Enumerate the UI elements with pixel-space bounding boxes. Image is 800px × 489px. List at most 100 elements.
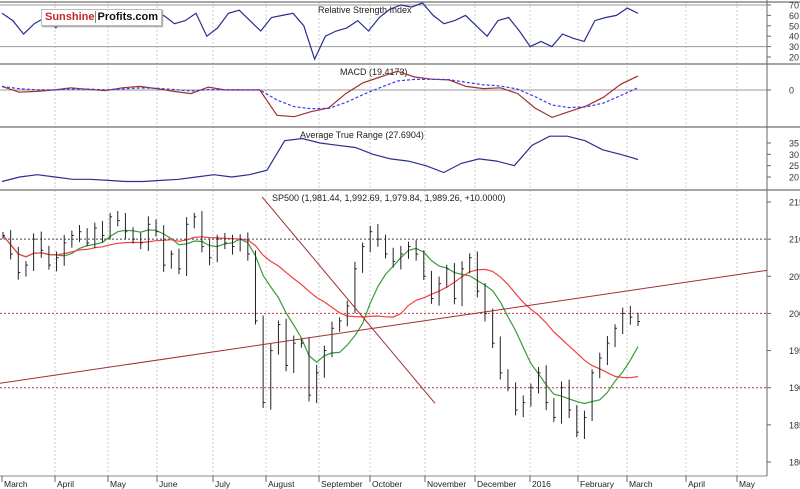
- x-axis-label: February: [580, 479, 615, 489]
- y-tick-label: 2050: [789, 272, 800, 282]
- x-axis-label: May: [739, 479, 756, 489]
- price-bar: [591, 369, 595, 421]
- price-bar: [583, 410, 587, 439]
- price-bar: [415, 239, 419, 261]
- price-bar: [346, 300, 350, 327]
- price-bar: [163, 225, 166, 272]
- price-bar: [270, 343, 273, 410]
- price-bar: [178, 248, 181, 275]
- sunshine-profits-logo: Sunshine Profits.com: [41, 9, 163, 26]
- price-bar: [461, 261, 465, 307]
- price-bar: [407, 241, 411, 259]
- price-bar: [369, 225, 373, 253]
- price-bar: [476, 251, 480, 298]
- x-axis-label: June: [159, 479, 178, 489]
- price-bar: [515, 382, 518, 416]
- price-bar: [132, 227, 136, 244]
- price-bar: [209, 238, 212, 266]
- price-bar: [438, 276, 442, 306]
- price-bar: [101, 220, 105, 243]
- price-bar: [629, 305, 633, 325]
- x-axis-label: August: [268, 479, 295, 489]
- panel-title: SP500 (1,981.44, 1,992.69, 1,979.84, 1,9…: [272, 193, 505, 203]
- price-bar: [224, 232, 227, 250]
- y-tick-label: 1800: [789, 458, 800, 468]
- y-tick-label: 30: [789, 42, 799, 52]
- price-bar: [499, 336, 503, 380]
- price-bar: [79, 225, 82, 243]
- x-axis-label: May: [110, 479, 127, 489]
- resistance-trendline: [261, 196, 436, 404]
- price-bar: [446, 264, 449, 288]
- price-bar: [637, 312, 640, 327]
- price-bar: [33, 233, 36, 271]
- price-bar: [56, 251, 59, 272]
- macd-line: [1, 70, 639, 119]
- price-bar: [10, 230, 13, 260]
- price-bar: [186, 217, 189, 276]
- price-bar: [538, 367, 541, 394]
- price-bar: [316, 364, 319, 404]
- y-tick-label: 40: [789, 32, 799, 42]
- price-bar: [247, 232, 250, 261]
- price-bar: [277, 320, 281, 355]
- price-bar: [262, 315, 266, 408]
- price-bar: [193, 212, 197, 229]
- price-bar: [201, 211, 204, 253]
- panel-title: Relative Strength Index: [318, 5, 412, 15]
- x-axis-label: March: [629, 479, 653, 489]
- price-bar: [385, 234, 388, 259]
- logo-part2: Profits.com: [94, 11, 159, 23]
- price-bar: [354, 261, 357, 314]
- price-bar: [576, 405, 579, 438]
- price-bar: [430, 270, 434, 304]
- price-bar: [469, 253, 472, 274]
- price-bar: [614, 324, 618, 348]
- x-axis-label: November: [427, 479, 466, 489]
- price-bar: [522, 395, 526, 418]
- y-tick-label: 2100: [789, 235, 800, 245]
- y-tick-label: 1950: [789, 346, 800, 356]
- y-tick-label: 20: [789, 53, 799, 63]
- price-bar: [25, 261, 28, 277]
- price-bar: [170, 250, 174, 269]
- y-tick-label: 20: [789, 173, 799, 183]
- price-bar: [323, 345, 327, 378]
- price-bar: [377, 224, 380, 247]
- atr-line: [1, 135, 639, 183]
- y-tick-label: 0: [789, 86, 794, 96]
- x-axis-label: March: [4, 479, 28, 489]
- price-bar: [48, 245, 51, 270]
- y-tick-label: 35: [789, 139, 799, 149]
- price-bar: [339, 317, 342, 332]
- price-bar: [285, 318, 289, 372]
- y-tick-label: 1850: [789, 420, 800, 430]
- y-tick-label: 50: [789, 21, 799, 31]
- price-bar: [109, 212, 113, 240]
- price-bar: [560, 381, 564, 424]
- short-moving-average: [2, 229, 639, 405]
- price-bar: [2, 231, 5, 239]
- price-bar: [147, 216, 151, 251]
- price-bar: [553, 398, 556, 422]
- x-axis-label: July: [215, 479, 231, 489]
- price-bar: [124, 212, 128, 240]
- price-bar: [331, 321, 334, 358]
- price-bar: [568, 379, 572, 419]
- price-bar: [155, 219, 159, 237]
- price-bar: [530, 383, 533, 407]
- x-axis-label: 2016: [532, 479, 551, 489]
- y-tick-label: 30: [789, 150, 799, 160]
- price-bar: [453, 263, 457, 305]
- price-bar: [507, 369, 510, 392]
- support-trendline: [0, 269, 768, 384]
- price-bar: [484, 283, 487, 322]
- price-bar: [622, 307, 625, 335]
- price-bar: [216, 234, 220, 263]
- price-bar: [300, 338, 304, 348]
- price-bar: [400, 245, 403, 270]
- price-bar: [17, 246, 21, 280]
- price-bar: [492, 308, 495, 349]
